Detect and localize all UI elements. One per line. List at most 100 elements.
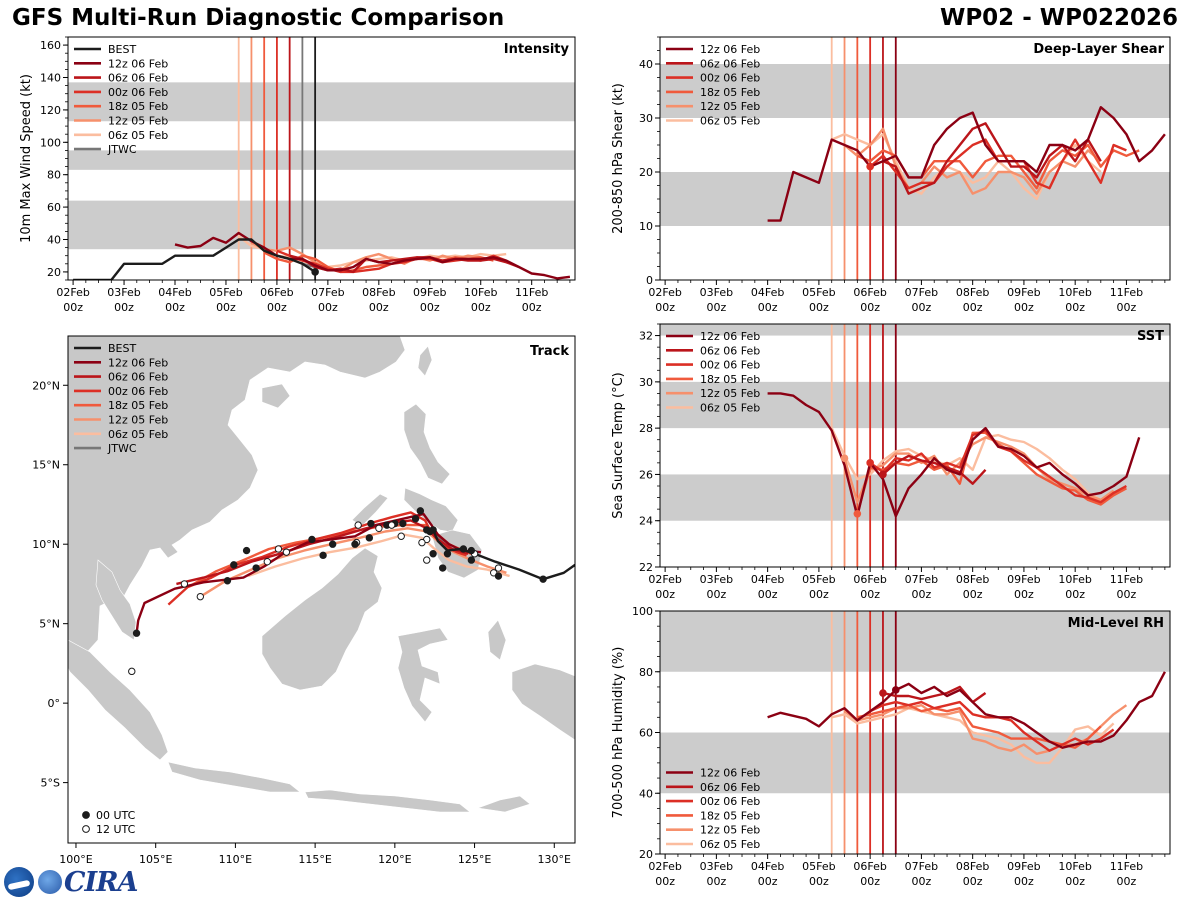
globe-icon	[38, 870, 62, 894]
sst-series-12z-06-feb	[767, 392, 1141, 518]
rh-xtick-date: 02Feb	[648, 860, 681, 873]
intensity-title: Intensity	[504, 42, 570, 57]
track-point-12utc	[354, 521, 362, 529]
intensity-legend-label: 12z 06 Feb	[108, 57, 168, 70]
sst-xtick-date: 07Feb	[905, 573, 938, 586]
track-point-00utc	[399, 519, 407, 528]
intensity-xtick-hour: 00z	[216, 301, 236, 314]
shear-xtick-date: 02Feb	[648, 286, 681, 299]
sst-legend-label: 12z 05 Feb	[700, 387, 760, 400]
sst-xtick-date: 03Feb	[700, 573, 733, 586]
rh-plot-body	[660, 611, 1170, 854]
rh-xtick-hour: 00z	[963, 875, 983, 888]
track-xtick-label: 125°E	[458, 853, 491, 866]
sst-xtick-date: 02Feb	[648, 573, 681, 586]
shear-xtick-date: 10Feb	[1058, 286, 1091, 299]
intensity-series-12z-05-feb	[250, 241, 481, 272]
land-java	[167, 761, 301, 793]
intensity-xtick-hour: 00z	[522, 301, 542, 314]
shear-series-12z-06-feb	[767, 105, 1166, 222]
rh-ylabel: 700-500 hPa Humidity (%)	[611, 647, 626, 819]
sst-xtick-date: 10Feb	[1058, 573, 1091, 586]
rh-xtick-date: 04Feb	[751, 860, 784, 873]
sst-xtick-hour: 00z	[963, 588, 983, 601]
land-taiwan	[417, 345, 433, 377]
shear-xtick-hour: 00z	[963, 301, 983, 314]
intensity-legend-label: 12z 05 Feb	[108, 115, 168, 128]
land-malay-peninsula	[95, 559, 137, 641]
track-point-00utc	[411, 515, 420, 523]
sst-xtick-hour: 00z	[758, 588, 778, 601]
track-point-00utc	[438, 564, 447, 572]
track-point-00utc	[365, 534, 374, 542]
shear-xtick-hour: 00z	[1117, 301, 1137, 314]
intensity-legend-label: 06z 06 Feb	[108, 72, 168, 85]
rh-panel: 20 40 60 80 100 02Feb 00z 03Feb 00z 04Feb 00z 05Feb…	[611, 605, 1171, 888]
noaa-cira-logo: CIRA	[4, 866, 139, 898]
sst-marker-00z-06-feb	[866, 459, 874, 467]
intensity-legend-label: 18z 05 Feb	[108, 100, 168, 113]
land-philippines-luzon	[403, 403, 451, 485]
intensity-xtick-date: 07Feb	[311, 286, 344, 299]
intensity-ytick-label: 160	[40, 39, 61, 52]
shear-xtick-hour: 00z	[809, 301, 829, 314]
sst-plot-body	[660, 324, 1170, 567]
track-point-12utc	[494, 564, 503, 572]
intensity-xtick-date: 10Feb	[464, 286, 497, 299]
track-point-00utc	[319, 551, 327, 560]
rh-ytick-label: 20	[639, 848, 653, 861]
rh-xtick-hour: 00z	[758, 875, 778, 888]
shear-title: Deep-Layer Shear	[1033, 42, 1164, 57]
sst-xtick-hour: 00z	[706, 588, 726, 601]
rh-xtick-hour: 00z	[912, 875, 932, 888]
sst-title: SST	[1137, 329, 1164, 344]
shear-legend-label: 12z 06 Feb	[700, 43, 760, 56]
intensity-xtick-hour: 00z	[63, 301, 83, 314]
sst-xtick-date: 06Feb	[853, 573, 886, 586]
shear-ylabel: 200-850 hPa Shear (kt)	[611, 83, 626, 234]
rh-marker-06z-06-feb	[879, 689, 887, 697]
track-point-12utc	[282, 548, 291, 556]
sst-xtick-hour: 00z	[1065, 588, 1085, 601]
intensity-legend-label: JTWC	[107, 143, 137, 156]
sst-marker-06z-06-feb	[879, 470, 887, 479]
intensity-xtick-date: 04Feb	[158, 286, 191, 299]
shear-xtick-hour: 00z	[758, 301, 778, 314]
sst-xtick-date: 08Feb	[956, 573, 989, 586]
land-lesser-sunda	[304, 789, 471, 813]
shear-ytick-label: 40	[639, 58, 653, 71]
intensity-marker-best	[311, 268, 319, 276]
sst-xtick-date: 04Feb	[751, 573, 784, 586]
intensity-xtick-date: 02Feb	[56, 286, 89, 299]
track-point-00utc	[230, 561, 238, 569]
intensity-panel: 20 40 60 80 100 120 140 160 02Feb 00z 03Feb 00z 04Fe…	[19, 36, 576, 314]
rh-xtick-hour: 00z	[1065, 875, 1085, 888]
intensity-legend-label: 00z 06 Feb	[108, 86, 168, 99]
sst-series-12z-05-feb	[843, 436, 1115, 504]
intensity-xtick-hour: 00z	[318, 301, 338, 314]
shear-ytick-label: 10	[639, 220, 653, 233]
intensity-legend-label: 06z 05 Feb	[108, 129, 168, 142]
intensity-series-12z-06-feb	[174, 231, 571, 280]
rh-legend-label: 12z 05 Feb	[700, 824, 760, 837]
sst-plot-area	[660, 324, 1170, 567]
shear-legend-label: 06z 06 Feb	[700, 57, 760, 70]
intensity-ytick-label: 80	[47, 169, 61, 182]
track-legend-label: 12z 06 Feb	[108, 356, 168, 369]
track-point-00utc	[242, 546, 251, 555]
track-point-00utc	[351, 540, 359, 548]
sst-frame	[659, 323, 1171, 568]
shear-legend-label: 18z 05 Feb	[700, 86, 760, 99]
track-legend-label: BEST	[108, 342, 136, 355]
rh-xtick-date: 09Feb	[1007, 860, 1040, 873]
intensity-xtick-hour: 00z	[420, 301, 440, 314]
intensity-ytick-label: 100	[40, 136, 61, 149]
rh-xtick-hour: 00z	[655, 875, 675, 888]
intensity-ytick-label: 40	[47, 234, 61, 247]
track-title: Track	[530, 344, 569, 359]
shear-legend-label: 00z 06 Feb	[700, 72, 760, 85]
track-xtick-label: 115°E	[298, 853, 331, 866]
sst-xtick-hour: 00z	[655, 588, 675, 601]
intensity-xtick-date: 08Feb	[362, 286, 395, 299]
rh-ytick-label: 40	[639, 787, 653, 800]
